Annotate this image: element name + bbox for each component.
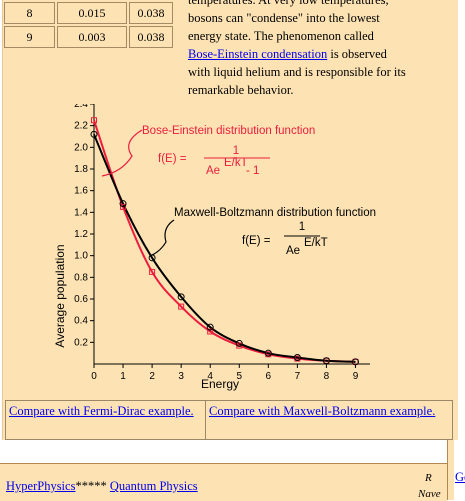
y-tick-label: 0.8: [74, 272, 88, 283]
x-tick-label: 4: [207, 371, 213, 382]
description-text: temperatures. At very low temperatures, …: [188, 0, 458, 99]
bose-einstein-point: [149, 268, 156, 275]
table-cell: 0.003: [57, 26, 127, 48]
content-panel: [2, 0, 459, 440]
table-cell: 9: [4, 26, 55, 48]
chart-svg: 0 1 2 3 4 5 6 7 8 9 0.2 0.4 0.6 0.8 1.0 1.2 1.4 1.6 1.8 2.0…: [53, 104, 376, 391]
table-row: 9 0.003 0.038: [4, 26, 173, 48]
bose-formula-minus-one: - 1: [246, 165, 259, 177]
bose-formula-exponent: E/kT: [224, 157, 248, 169]
footer-divider: [447, 440, 454, 500]
description-line: with liquid helium and is responsible fo…: [188, 65, 406, 79]
maxwell-boltzmann-point: [264, 349, 272, 357]
fermi-dirac-link-box: Compare with Fermi-Dirac example.: [5, 400, 206, 440]
description-line: energy state. The phenomenon called: [188, 29, 374, 43]
x-tick-label: 0: [91, 371, 97, 382]
x-tick-label: 3: [178, 371, 184, 382]
quantum-physics-link[interactable]: Quantum Physics: [109, 479, 198, 493]
description-line: remarkable behavior.: [188, 83, 294, 97]
x-tick-label: 2: [149, 371, 155, 382]
y-tick-label: 1.6: [74, 186, 88, 197]
bose-formula-lhs: f(E) =: [158, 153, 187, 165]
x-tick-label: 1: [120, 371, 126, 382]
y-axis-label: Average population: [53, 244, 67, 347]
y-tick-label: 0.4: [74, 316, 88, 327]
population-table: 8 0.015 0.038 9 0.003 0.038: [2, 0, 175, 50]
rating-stars: *****: [75, 479, 107, 493]
maxwell-boltzmann-link-box: Compare with Maxwell-Boltzmann example.: [205, 400, 453, 440]
description-line: temperatures. At very low temperatures,: [188, 0, 389, 7]
x-axis-label: Energy: [201, 377, 239, 391]
mb-formula-denominator: Ae: [286, 245, 300, 257]
bose-distribution-title: Bose-Einstein distribution function: [142, 125, 315, 137]
section-gap: [0, 440, 447, 463]
right-edge-strip: [458, 0, 465, 440]
bose-einstein-point: [207, 328, 214, 335]
mb-annotation-arrow: [149, 219, 175, 257]
go-back-link[interactable]: Go: [455, 470, 465, 484]
y-tick-label: 2.0: [74, 142, 88, 153]
table-cell: 0.038: [129, 2, 173, 24]
mb-distribution-title: Maxwell-Boltzmann distribution function: [174, 207, 376, 219]
footer-brand: HyperPhysics***** Quantum Physics: [6, 479, 198, 494]
maxwell-boltzmann-point: [177, 293, 185, 301]
bose-formula-numerator: 1: [233, 145, 239, 157]
hyperphysics-link[interactable]: HyperPhysics: [6, 479, 76, 493]
description-line: bosons can "condense" into the lowest: [188, 11, 380, 25]
compare-maxwell-boltzmann-link[interactable]: Compare with Maxwell-Boltzmann example.: [209, 404, 436, 418]
bose-annotation-arrow: [101, 129, 143, 177]
x-tick-label: 6: [266, 371, 272, 382]
description-line: Bose-Einstein condensation is observed: [188, 45, 458, 63]
mb-formula-exponent: E/kT: [304, 237, 328, 249]
mb-formula-numerator: 1: [299, 221, 305, 233]
chart-axes: [93, 104, 370, 365]
y-tick-label: 1.4: [74, 207, 88, 218]
maxwell-boltzmann-point: [293, 354, 301, 361]
maxwell-boltzmann-point: [119, 200, 127, 208]
maxwell-boltzmann-point: [322, 357, 330, 365]
y-tick-label: 1.2: [74, 229, 88, 240]
y-tick-label: 0.6: [74, 294, 88, 305]
maxwell-boltzmann-point: [90, 130, 98, 138]
maxwell-boltzmann-curve: [93, 133, 356, 363]
maxwell-boltzmann-point: [235, 339, 243, 347]
bose-einstein-point: [178, 303, 185, 310]
x-tick-label: 7: [295, 371, 301, 382]
mb-formula-lhs: f(E) =: [242, 235, 271, 247]
table-cell: 0.015: [57, 2, 127, 24]
x-tick-label: 9: [353, 371, 359, 382]
x-tick-label: 8: [324, 371, 330, 382]
table-cell: 8: [4, 2, 55, 24]
footer-author: Nave: [418, 488, 441, 500]
x-tick-label: 5: [236, 371, 242, 382]
bose-einstein-point: [91, 117, 97, 124]
maxwell-boltzmann-point: [351, 358, 359, 366]
description-text-fragment: is observed: [327, 47, 387, 61]
bose-formula-denominator: Ae: [206, 165, 220, 177]
y-tick-label: 2.2: [74, 121, 88, 132]
bose-einstein-condensation-link[interactable]: Bose-Einstein condensation: [188, 47, 328, 61]
y-tick-label: 2.4: [74, 104, 88, 110]
footer-bar: HyperPhysics***** Quantum Physics R Nave: [0, 463, 447, 501]
maxwell-boltzmann-point: [206, 323, 214, 331]
distribution-chart: 0 1 2 3 4 5 6 7 8 9 0.2 0.4 0.6 0.8 1.0 1.2 1.4 1.6 1.8 2.0…: [50, 104, 410, 394]
table-row: 8 0.015 0.038: [4, 2, 173, 24]
compare-fermi-dirac-link[interactable]: Compare with Fermi-Dirac example.: [9, 404, 194, 418]
y-tick-label: 1.8: [74, 164, 88, 175]
bose-einstein-point: [120, 203, 127, 210]
table-cell: 0.038: [129, 26, 173, 48]
y-tick-label: 1.0: [74, 251, 88, 262]
footer-r-mark: R: [425, 472, 432, 484]
y-tick-label: 0.2: [74, 337, 88, 348]
